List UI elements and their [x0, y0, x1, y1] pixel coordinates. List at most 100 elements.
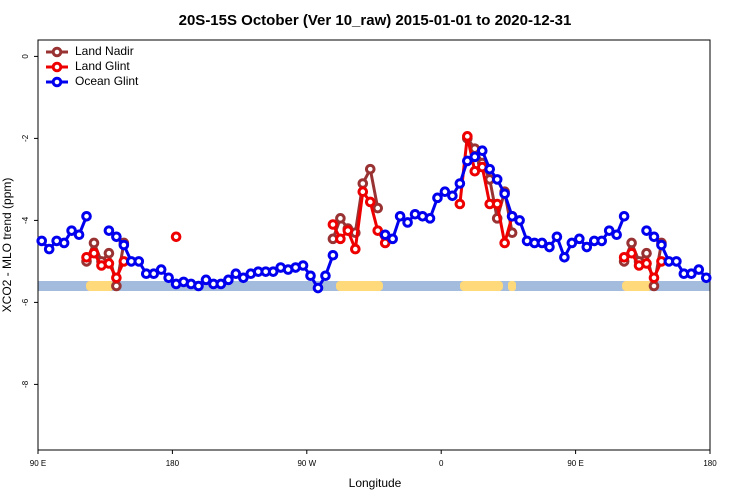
marker [506, 211, 518, 222]
marker [335, 233, 346, 245]
marker [364, 196, 376, 208]
marker [387, 233, 398, 245]
marker [544, 241, 555, 253]
marker [73, 229, 85, 241]
marker [111, 231, 122, 243]
marker [193, 280, 204, 292]
marker [686, 268, 697, 280]
marker [566, 237, 578, 249]
marker [551, 231, 563, 243]
marker [372, 225, 384, 236]
marker [327, 249, 339, 261]
marker [499, 188, 510, 200]
land-strip [336, 281, 383, 291]
marker [312, 282, 324, 294]
legend-label: Land Nadir [75, 44, 134, 58]
marker [581, 241, 593, 253]
marker [111, 280, 122, 292]
marker [454, 178, 466, 189]
marker [379, 229, 391, 241]
marker [81, 211, 92, 222]
marker [357, 186, 369, 197]
marker [603, 225, 615, 236]
marker [574, 233, 585, 245]
marker [618, 251, 630, 263]
marker [335, 213, 346, 224]
marker [499, 237, 510, 249]
x-tick-label: 180 [166, 459, 180, 468]
marker [297, 260, 309, 271]
marker [357, 178, 369, 189]
marker [462, 131, 473, 142]
marker [671, 256, 682, 267]
marker [559, 251, 570, 263]
marker [43, 243, 55, 255]
marker [103, 225, 115, 236]
marker [447, 190, 458, 202]
marker [170, 231, 182, 243]
legend-marker [51, 76, 63, 88]
x-axis-label: Longitude [349, 476, 402, 490]
marker [641, 247, 652, 259]
marker [641, 225, 652, 236]
marker [514, 215, 525, 226]
x-tick-label: 180 [703, 459, 717, 468]
marker [118, 239, 130, 251]
y-tick-label: -6 [21, 298, 30, 306]
marker [200, 274, 212, 286]
marker [491, 198, 503, 210]
marker [133, 256, 145, 267]
y-tick-label: 0 [21, 54, 30, 59]
legend-marker [51, 61, 63, 73]
marker [155, 264, 167, 275]
marker [611, 229, 622, 241]
marker [267, 266, 279, 277]
marker [424, 213, 436, 224]
land-strip [86, 281, 114, 291]
marker [656, 239, 667, 251]
marker [238, 272, 249, 284]
y-axis-label: XCO2 - MLO trend (ppm) [0, 178, 14, 313]
marker [103, 247, 115, 259]
legend-label: Ocean Glint [75, 74, 139, 88]
y-tick-label: -4 [21, 216, 30, 224]
marker [432, 192, 443, 204]
marker [66, 225, 77, 236]
marker [596, 235, 608, 247]
marker [88, 237, 100, 249]
marker [648, 272, 660, 284]
chart-title: 20S-15S October (Ver 10_raw) 2015-01-01 … [179, 12, 572, 29]
marker [103, 258, 115, 269]
marker [111, 272, 122, 284]
x-tick-label: 90 E [30, 459, 46, 468]
marker [648, 280, 660, 292]
marker [484, 163, 496, 175]
land-strip [508, 281, 516, 291]
marker [305, 270, 316, 282]
marker [327, 219, 339, 230]
marker [223, 274, 234, 286]
legend-label: Land Glint [75, 59, 130, 73]
y-tick-label: -2 [21, 134, 30, 142]
land-mask [38, 281, 710, 291]
marker [462, 155, 473, 167]
marker [88, 247, 100, 259]
marker [394, 211, 406, 222]
marker [641, 258, 652, 269]
marker [626, 237, 637, 249]
land-strip [460, 281, 503, 291]
marker [320, 270, 331, 282]
marker [342, 225, 354, 236]
marker [350, 243, 361, 255]
marker [469, 151, 481, 163]
land-strip [622, 281, 652, 291]
marker [491, 174, 503, 185]
marker [648, 231, 660, 243]
marker [439, 186, 451, 197]
marker [454, 198, 466, 210]
x-tick-label: 90 E [567, 459, 583, 468]
x-tick-label: 0 [439, 459, 444, 468]
marker [618, 211, 630, 222]
marker [372, 202, 384, 214]
